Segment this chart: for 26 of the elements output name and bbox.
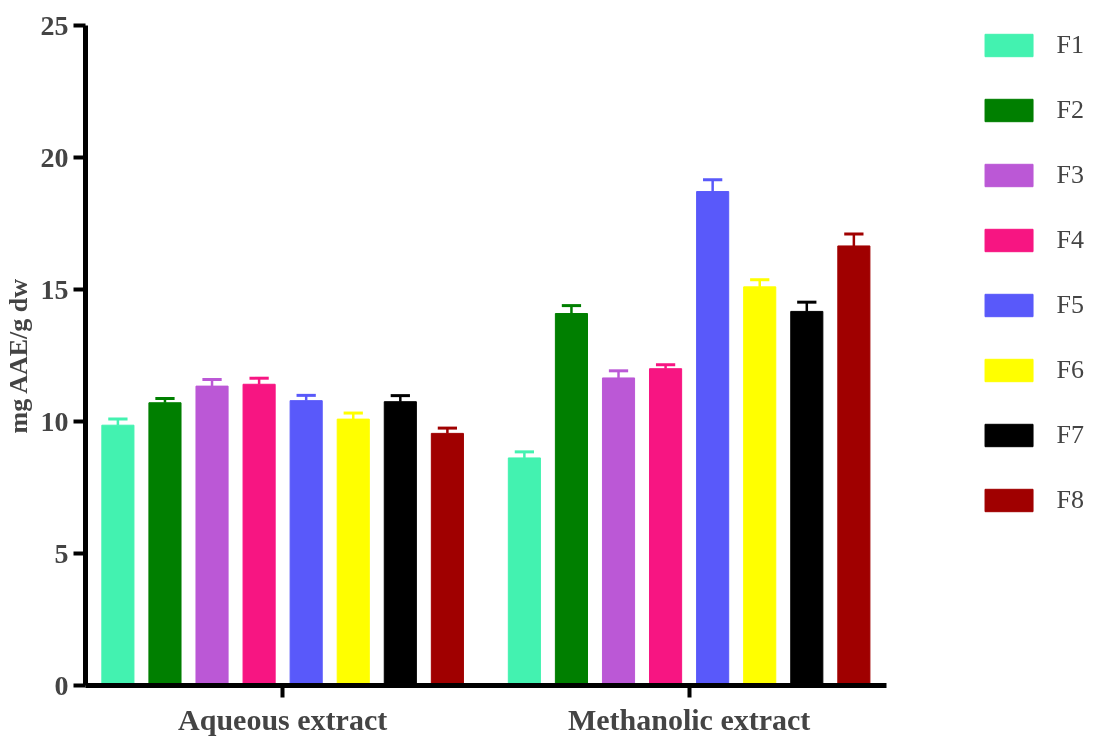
bar bbox=[649, 368, 683, 686]
bar bbox=[195, 385, 229, 686]
bar bbox=[101, 424, 135, 686]
legend-label: F2 bbox=[1056, 95, 1084, 125]
legend-label: F7 bbox=[1056, 420, 1084, 450]
y-axis-title: mg AAE/g dw bbox=[3, 278, 33, 434]
legend-label: F1 bbox=[1056, 30, 1084, 60]
bar bbox=[507, 457, 541, 686]
legend-label: F8 bbox=[1056, 485, 1084, 515]
legend-label: F5 bbox=[1056, 290, 1084, 320]
bar bbox=[242, 383, 276, 686]
x-tick-label: Aqueous extract bbox=[178, 702, 388, 736]
y-tick-label: 0 bbox=[54, 669, 69, 701]
y-tick-label: 5 bbox=[54, 537, 69, 569]
bar bbox=[430, 432, 464, 686]
y-tick-label: 15 bbox=[40, 273, 69, 305]
legend-label: F4 bbox=[1056, 225, 1084, 255]
y-tick-label: 10 bbox=[40, 405, 69, 437]
bar bbox=[148, 402, 182, 686]
y-tick-label: 20 bbox=[40, 141, 69, 173]
y-tick-label: 25 bbox=[40, 9, 69, 41]
bar bbox=[336, 418, 370, 686]
legend-label: F6 bbox=[1056, 355, 1084, 385]
bar bbox=[289, 400, 323, 686]
x-tick-label: Methanolic extract bbox=[567, 702, 811, 736]
legend-label: F3 bbox=[1056, 160, 1084, 190]
